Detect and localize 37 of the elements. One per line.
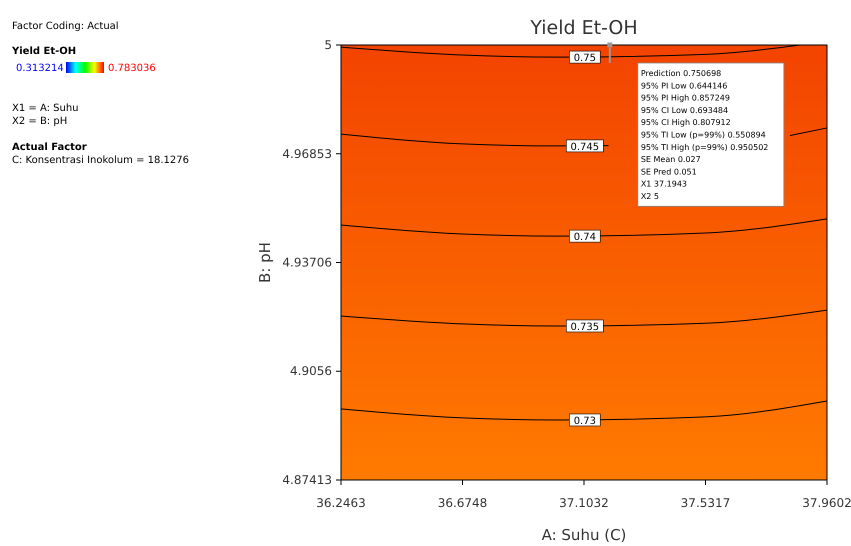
annotation: SE Mean 0.027 — [640, 155, 701, 164]
annotation: X1 37.1943 — [640, 180, 688, 189]
series-label: 0.73 — [574, 416, 596, 427]
x-tick-label: 37.9602 — [802, 496, 851, 510]
annotation: Prediction 0.750698 — [640, 69, 722, 78]
color-bar-title: Yield Et-OH — [11, 46, 76, 57]
x-tick-label: 36.2463 — [316, 496, 366, 510]
annotation: SE Pred 0.051 — [640, 167, 697, 176]
annotation: 95% CI Low 0.693484 — [640, 106, 728, 115]
annotation: 95% PI High 0.857249 — [640, 94, 730, 103]
y-tick-label: 5 — [324, 38, 332, 52]
text: X2 = B: pH — [12, 116, 68, 127]
series-label: 0.735 — [570, 322, 600, 333]
series-label: 0.74 — [574, 232, 596, 244]
x-tick-label: 36.6748 — [438, 496, 488, 510]
x-axis-title: A: Suhu (C) — [542, 526, 626, 544]
x-tick-label: 37.1032 — [559, 496, 609, 510]
y-axis-title: B: pH — [256, 242, 274, 283]
annotation: 95% TI Low (p=99%) 0.550894 — [640, 130, 766, 140]
text: 0.783036 — [108, 63, 156, 74]
chart-title: Yield Et-OH — [529, 17, 638, 39]
y-tick-label: 4.96853 — [282, 146, 332, 161]
y-tick-label: 4.87413 — [282, 473, 332, 487]
y-tick-label: 4.9056 — [290, 364, 332, 378]
series-label: 0.75 — [574, 53, 596, 64]
annotation: 95% PI Low 0.644146 — [640, 81, 728, 90]
annotation: 95% CI High 0.807912 — [640, 118, 731, 128]
series-label: 0.745 — [570, 142, 600, 153]
annotation: X2 5 — [640, 192, 660, 201]
text: X1 = A: Suhu — [12, 103, 79, 114]
annotation: 95% TI High (p=99%) 0.950502 — [640, 142, 768, 152]
text: C: Konsentrasi Inokolum = 18.1276 — [12, 155, 189, 166]
y-tick-label: 4.93706 — [282, 256, 332, 270]
text: Factor Coding: Actual — [12, 21, 119, 32]
x-tick-label: 37.5317 — [680, 496, 730, 510]
text: Actual Factor — [12, 142, 87, 153]
text: 0.313214 — [16, 63, 64, 74]
